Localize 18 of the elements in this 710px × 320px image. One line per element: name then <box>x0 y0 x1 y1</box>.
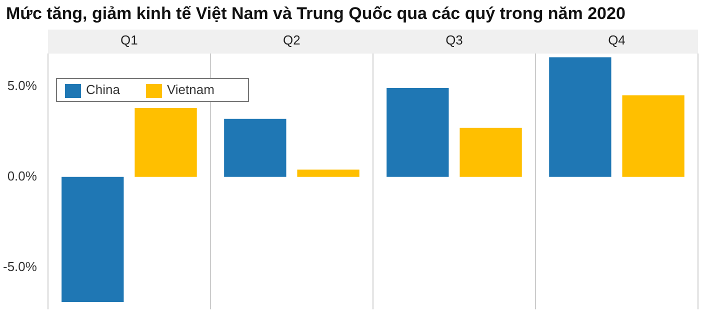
y-tick-label: 0.0% <box>7 168 38 184</box>
legend-label: Vietnam <box>166 82 214 97</box>
y-tick-label: 5.0% <box>7 78 38 93</box>
bar <box>297 170 360 177</box>
chart-title: Mức tăng, giảm kinh tế Việt Nam và Trung Quốc qua các quý trong năm 2020 <box>6 4 626 24</box>
bar <box>386 88 449 177</box>
bar <box>622 95 684 177</box>
x-tick-label: Q2 <box>283 32 300 48</box>
x-tick-label: Q4 <box>608 32 626 48</box>
y-tick-label: -5.0% <box>2 259 38 274</box>
bar <box>224 118 286 177</box>
x-tick-label: Q3 <box>446 32 463 48</box>
bar <box>549 57 612 177</box>
bar <box>62 176 124 302</box>
x-tick-label: Q1 <box>120 32 138 48</box>
bar <box>460 128 522 177</box>
legend-label: China <box>86 82 120 97</box>
bar <box>134 108 197 177</box>
